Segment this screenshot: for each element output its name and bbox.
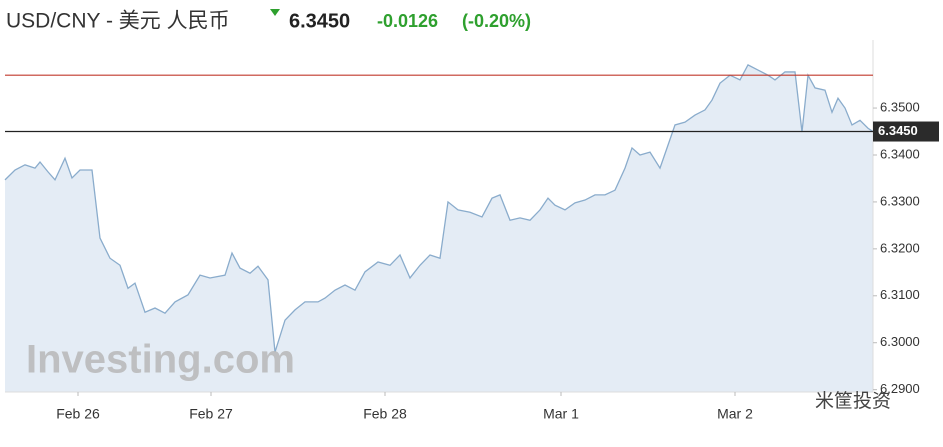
x-tick-label: Feb 26 <box>56 406 100 422</box>
y-tick-label: 6.3000 <box>880 334 920 349</box>
y-tick-label: 6.3300 <box>880 193 920 208</box>
y-tick-label: 6.3200 <box>880 240 920 255</box>
y-tick-label: 6.3500 <box>880 99 920 114</box>
plot-area: 6.2900 6.3000 6.3100 6.3200 6.3300 6.3400 6.35… <box>4 40 939 422</box>
y-tick-label: 6.3100 <box>880 287 920 302</box>
price-tag-label: 6.3450 <box>878 123 918 138</box>
change-pct: (-0.20%) <box>462 11 531 31</box>
price-tag <box>873 121 939 142</box>
x-tick-label: Mar 2 <box>717 406 753 422</box>
source-label: 米筐投资 <box>815 390 891 412</box>
area-fill <box>5 64 873 392</box>
x-tick-label: Feb 28 <box>363 406 407 422</box>
down-arrow <box>270 9 280 16</box>
price-line <box>4 64 874 353</box>
x-tick-label: Feb 27 <box>189 406 233 422</box>
price: 6.3450 <box>289 10 350 32</box>
y-tick-label: 6.3400 <box>880 146 920 161</box>
x-tick-label: Mar 1 <box>543 406 579 422</box>
change: -0.0126 <box>377 11 438 31</box>
watermark: Investing.com <box>26 338 295 382</box>
chart-title: USD/CNY - 美元 人民币 <box>6 10 230 33</box>
y-tick-label: 6.2900 <box>880 381 920 396</box>
